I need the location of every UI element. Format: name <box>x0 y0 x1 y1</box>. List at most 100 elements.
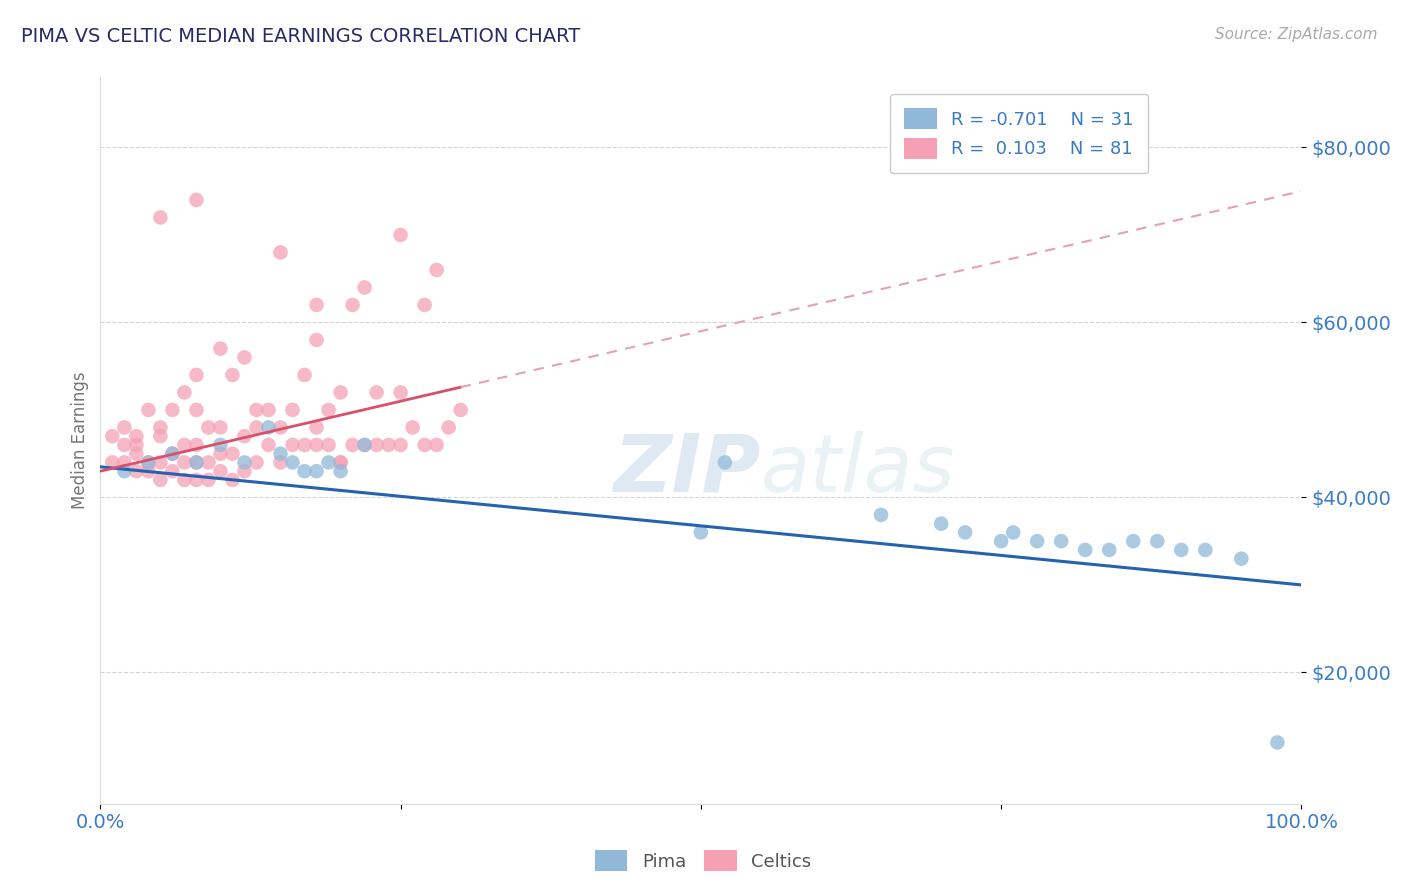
Point <box>1098 543 1121 558</box>
Text: PIMA VS CELTIC MEDIAN EARNINGS CORRELATION CHART: PIMA VS CELTIC MEDIAN EARNINGS CORRELATI… <box>21 27 581 45</box>
Text: Source: ZipAtlas.com: Source: ZipAtlas.com <box>1215 27 1378 42</box>
Point <box>197 420 219 434</box>
Point <box>125 429 148 443</box>
Point <box>149 455 172 469</box>
Point <box>197 455 219 469</box>
Point <box>929 516 952 531</box>
Point <box>257 420 280 434</box>
Point <box>329 464 352 478</box>
Point <box>413 438 436 452</box>
Point <box>270 447 292 461</box>
Point <box>389 385 412 400</box>
Point <box>281 438 304 452</box>
Point <box>101 455 124 469</box>
Point <box>870 508 893 522</box>
Point <box>1002 525 1025 540</box>
Point <box>173 385 195 400</box>
Point <box>209 438 232 452</box>
Point <box>101 429 124 443</box>
Point <box>186 455 208 469</box>
Point <box>1026 534 1049 549</box>
Point <box>162 403 184 417</box>
Point <box>329 455 352 469</box>
Point <box>125 464 148 478</box>
Point <box>173 455 195 469</box>
Point <box>209 420 232 434</box>
Point <box>173 473 195 487</box>
Point <box>305 438 328 452</box>
Point <box>450 403 472 417</box>
Point <box>112 420 135 434</box>
Point <box>162 447 184 461</box>
Point <box>1050 534 1073 549</box>
Point <box>186 473 208 487</box>
Point <box>186 193 208 207</box>
Point <box>162 464 184 478</box>
Point <box>186 455 208 469</box>
Point <box>305 420 328 434</box>
Point <box>186 368 208 382</box>
Point <box>342 298 364 312</box>
Point <box>426 438 449 452</box>
Legend: R = -0.701    N = 31, R =  0.103    N = 81: R = -0.701 N = 31, R = 0.103 N = 81 <box>890 94 1149 173</box>
Point <box>389 227 412 242</box>
Point <box>294 438 316 452</box>
Point <box>112 464 135 478</box>
Point <box>426 263 449 277</box>
Point <box>318 403 340 417</box>
Point <box>294 464 316 478</box>
Point <box>233 455 256 469</box>
Point <box>401 420 423 434</box>
Point <box>353 280 375 294</box>
Point <box>209 447 232 461</box>
Point <box>1170 543 1192 558</box>
Point <box>138 455 160 469</box>
Point <box>138 403 160 417</box>
Point <box>209 464 232 478</box>
Point <box>233 429 256 443</box>
Point <box>257 438 280 452</box>
Point <box>221 473 243 487</box>
Point <box>233 464 256 478</box>
Point <box>305 333 328 347</box>
Point <box>149 473 172 487</box>
Point <box>389 438 412 452</box>
Point <box>318 455 340 469</box>
Point <box>1267 735 1289 749</box>
Point <box>1146 534 1168 549</box>
Point <box>173 438 195 452</box>
Point <box>112 455 135 469</box>
Point <box>305 298 328 312</box>
Y-axis label: Median Earnings: Median Earnings <box>72 372 89 509</box>
Point <box>281 455 304 469</box>
Point <box>281 403 304 417</box>
Point <box>305 464 328 478</box>
Point <box>413 298 436 312</box>
Point <box>221 447 243 461</box>
Point <box>186 403 208 417</box>
Point <box>714 455 737 469</box>
Point <box>342 438 364 452</box>
Point <box>149 429 172 443</box>
Legend: Pima, Celtics: Pima, Celtics <box>588 843 818 879</box>
Point <box>953 525 976 540</box>
Point <box>125 447 148 461</box>
Point <box>233 351 256 365</box>
Point <box>149 420 172 434</box>
Point <box>329 455 352 469</box>
Point <box>990 534 1012 549</box>
Point <box>221 368 243 382</box>
Point <box>197 473 219 487</box>
Point <box>689 525 711 540</box>
Point <box>1230 551 1253 566</box>
Point <box>270 420 292 434</box>
Point <box>209 342 232 356</box>
Point <box>437 420 460 434</box>
Point <box>353 438 375 452</box>
Text: atlas: atlas <box>761 431 956 508</box>
Point <box>125 438 148 452</box>
Point <box>1122 534 1144 549</box>
Point <box>270 245 292 260</box>
Point <box>366 385 388 400</box>
Point <box>377 438 399 452</box>
